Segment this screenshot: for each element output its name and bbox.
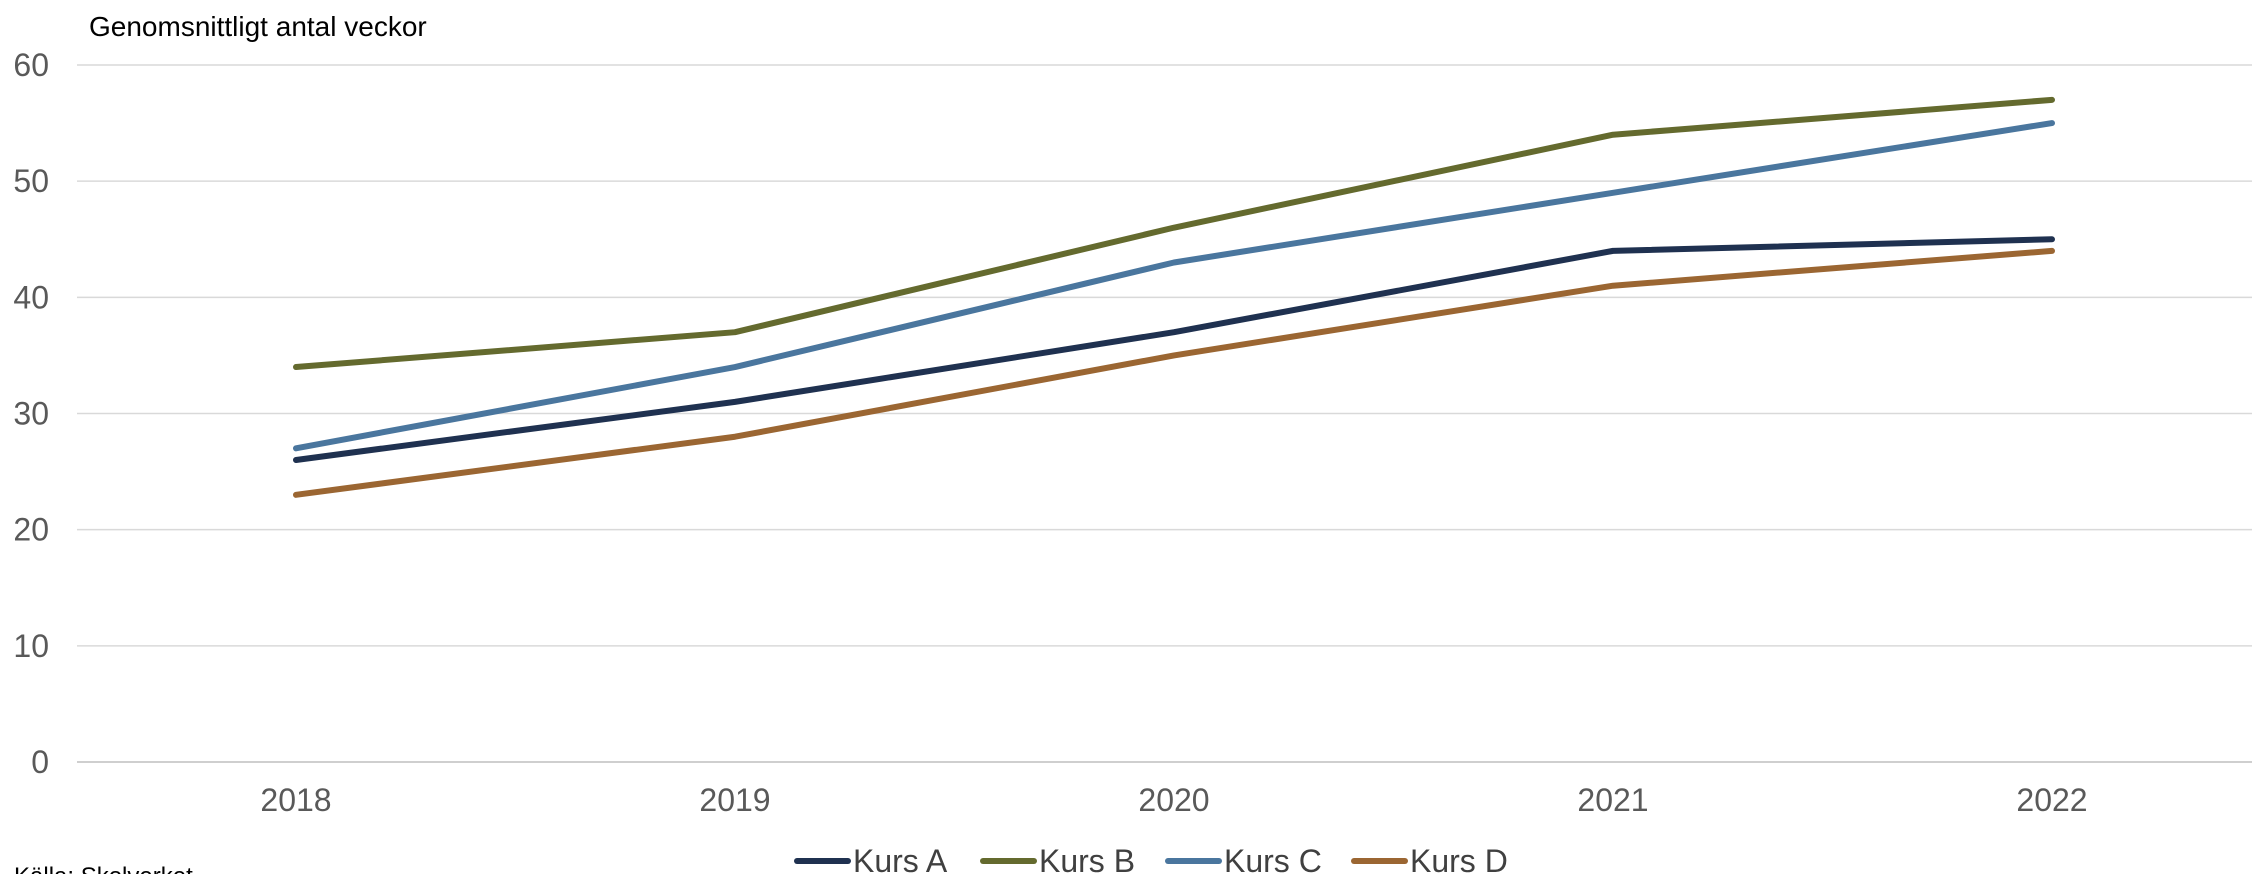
series-line-kurs-b (293, 96, 2055, 371)
y-tick-label: 0 (31, 744, 49, 780)
y-tick-label: 10 (13, 628, 49, 664)
series-line-kurs-d (293, 247, 2055, 498)
gridlines (77, 64, 2252, 763)
x-tick-label: 2019 (699, 782, 770, 818)
legend-item: Kurs D (1351, 843, 1508, 874)
x-tick-label: 2018 (260, 782, 331, 818)
y-tick-label: 30 (13, 396, 49, 432)
y-tick-label: 40 (13, 279, 49, 315)
x-tick-label: 2021 (1577, 782, 1648, 818)
series-line-kurs-a (293, 236, 2055, 463)
y-axis-label: Genomsnittligt antal veckor (89, 11, 427, 42)
y-tick-label: 60 (13, 47, 49, 83)
source-note: Källa: Skolverket (14, 863, 193, 874)
legend-label: Kurs A (853, 843, 948, 874)
legend-label: Kurs D (1410, 843, 1508, 874)
legend-label: Kurs C (1224, 843, 1322, 874)
legend-item: Kurs C (1165, 843, 1322, 874)
legend-item: Kurs B (980, 843, 1135, 874)
y-axis-tick-labels: 0 10 20 30 40 50 60 (13, 47, 49, 780)
x-tick-label: 2020 (1138, 782, 1209, 818)
series-lines (293, 96, 2055, 498)
legend-label: Kurs B (1039, 843, 1135, 874)
series-line-kurs-c (293, 120, 2055, 452)
x-axis-tick-labels: 2018 2019 2020 2021 2022 (260, 782, 2087, 818)
legend: Kurs A Kurs B Kurs C Kurs D (794, 843, 1508, 874)
legend-item: Kurs A (794, 843, 948, 874)
x-tick-label: 2022 (2016, 782, 2087, 818)
y-tick-label: 50 (13, 163, 49, 199)
y-tick-label: 20 (13, 512, 49, 548)
